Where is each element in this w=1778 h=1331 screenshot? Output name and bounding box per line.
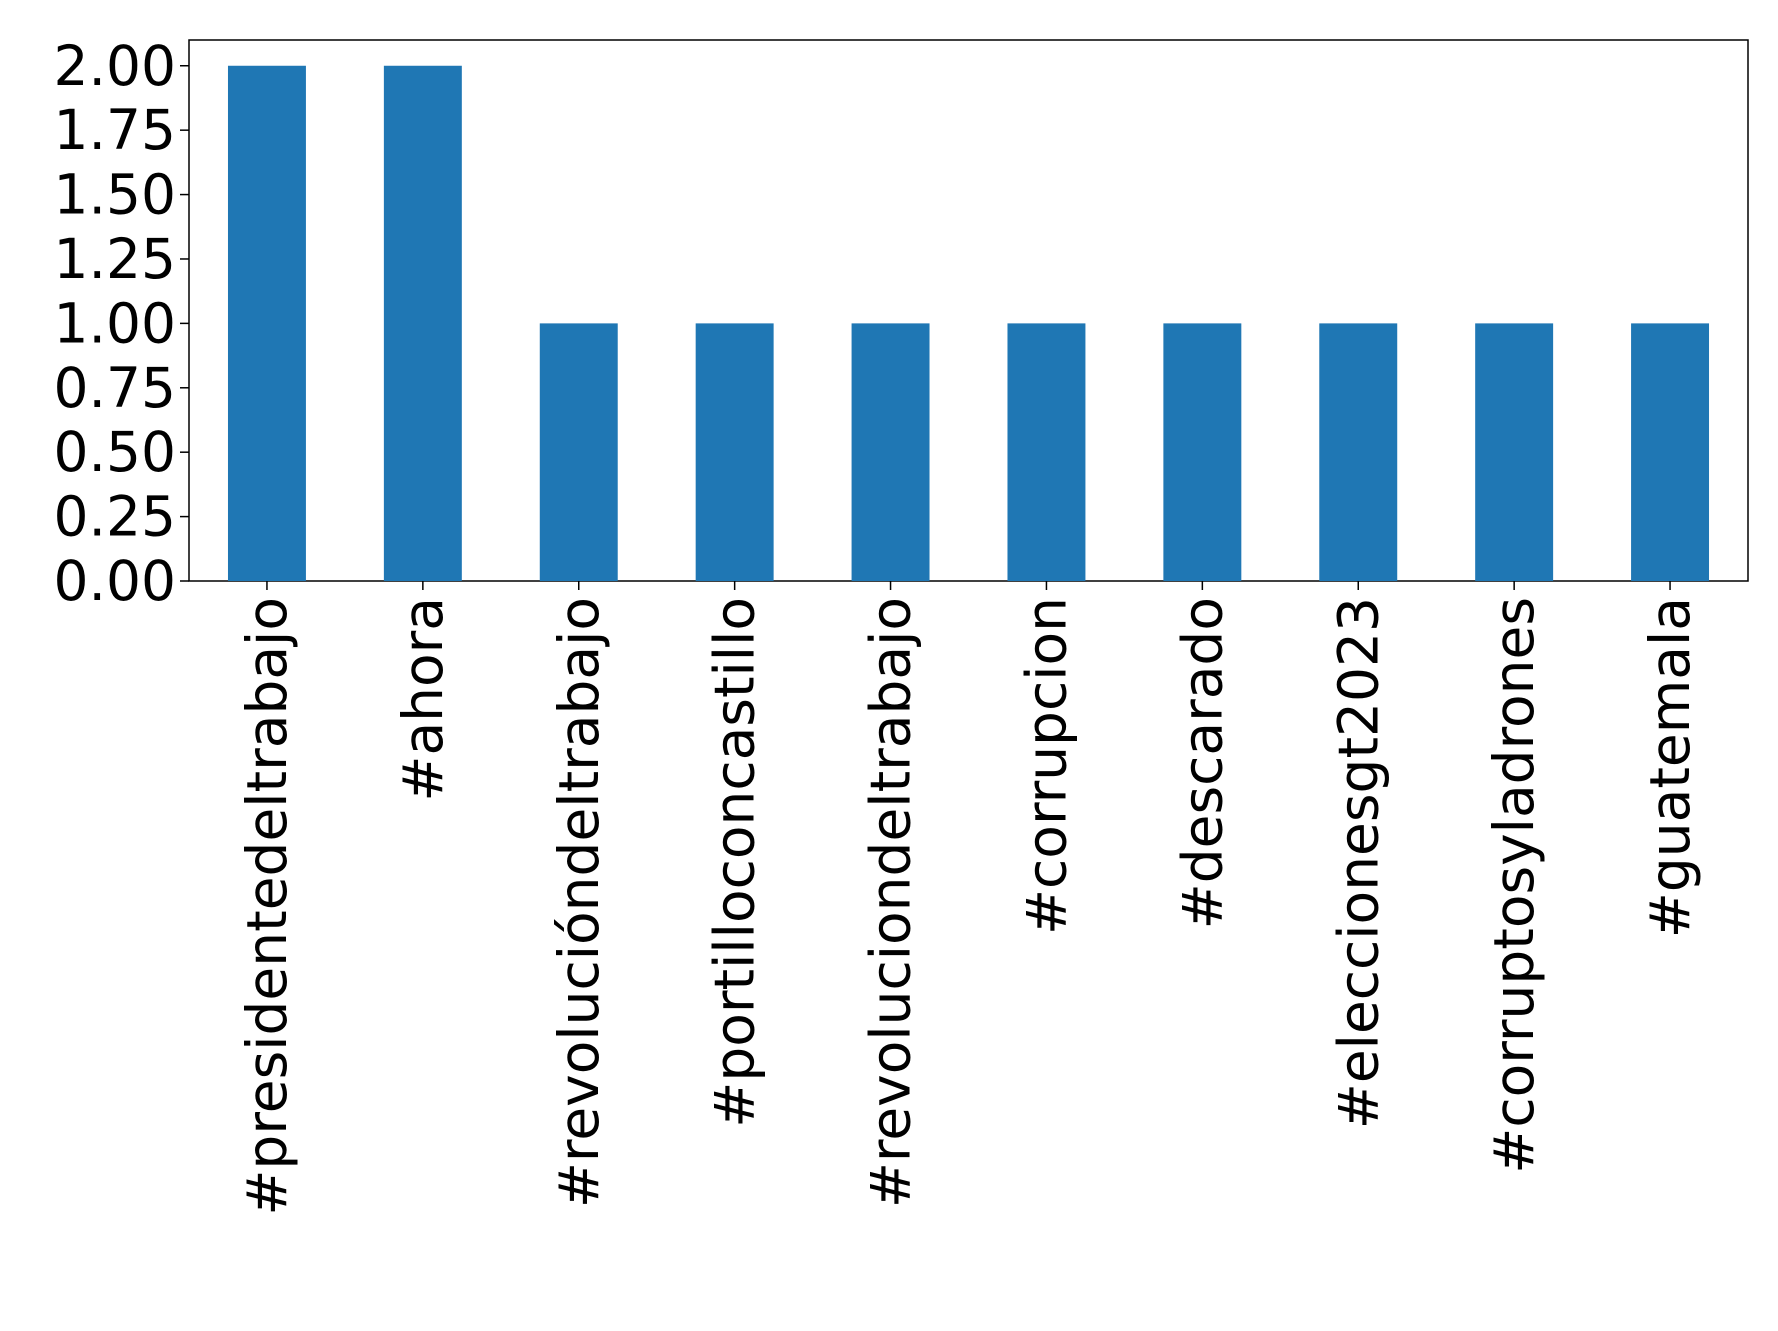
y-tick-label: 0.25 [54, 485, 176, 549]
y-tick-label: 0.50 [54, 420, 176, 484]
y-tick-label: 1.25 [54, 227, 176, 291]
x-tick-label: #descarado [1170, 597, 1234, 929]
bar [1475, 323, 1554, 581]
y-tick-label: 0.75 [54, 356, 176, 420]
x-tick-label: #corrupcion [1014, 597, 1078, 935]
bar [1007, 323, 1086, 581]
bar [383, 65, 462, 581]
bar [539, 323, 618, 581]
x-tick-label: #corruptosyladrones [1482, 597, 1546, 1174]
bar [1163, 323, 1242, 581]
plot-frame [188, 39, 1749, 582]
bar [851, 323, 930, 581]
x-tick-label: #revoluciondeltrabajo [859, 597, 923, 1208]
x-tick-label: #revolucióndeltrabajo [547, 597, 611, 1208]
y-tick-label: 1.75 [54, 98, 176, 162]
bar [1631, 323, 1710, 581]
y-tick-label: 1.00 [54, 291, 176, 355]
x-tick-label: #ahora [391, 597, 455, 802]
x-tick-label: #eleccionesgt2023 [1326, 597, 1390, 1129]
x-tick-label: #guatemala [1638, 597, 1702, 938]
x-tick-label: #portilloconcastillo [703, 597, 767, 1128]
y-tick-label: 2.00 [54, 34, 176, 98]
y-tick-label: 0.00 [54, 549, 176, 613]
x-tick-label: #presidentedeltrabajo [235, 597, 299, 1216]
y-tick-label: 1.50 [54, 163, 176, 227]
bar [227, 65, 306, 581]
bar [695, 323, 774, 581]
bar [1319, 323, 1398, 581]
